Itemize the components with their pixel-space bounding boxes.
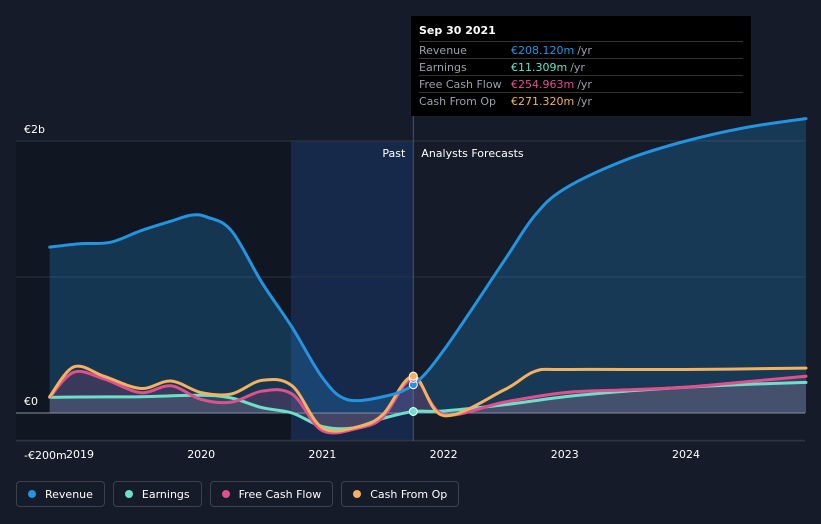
legend-dot-icon <box>353 490 362 498</box>
tooltip-row: Free Cash Flow €254.963m/yr <box>419 75 743 92</box>
y-tick-label: -€200m <box>24 449 67 462</box>
series-area-earnings <box>49 382 806 429</box>
x-tick-label: 2019 <box>66 448 94 461</box>
x-tick-label: 2022 <box>430 448 458 461</box>
legend-label: Cash From Op <box>370 487 448 501</box>
x-tick-label: 2020 <box>187 448 215 461</box>
series-area-revenue <box>49 118 806 413</box>
tooltip-row-name: Revenue <box>419 43 467 57</box>
series-line-cash-from-op <box>48 364 808 433</box>
tooltip-row-value: €208.120m <box>511 43 575 57</box>
y-tick-label: €0 <box>24 395 38 408</box>
past-label: Past <box>382 147 406 160</box>
tooltip-row: Revenue €208.120m/yr <box>419 41 743 58</box>
tooltip-row-name: Free Cash Flow <box>419 77 502 91</box>
tooltip-row-value: €11.309m <box>511 60 568 74</box>
y-tick-label: €2b <box>24 123 45 136</box>
legend-label: Revenue <box>45 487 93 501</box>
series-line-revenue <box>48 117 808 403</box>
legend-label: Earnings <box>141 487 190 501</box>
series-marker-earnings <box>408 407 418 417</box>
tooltip-date: Sep 30 2021 <box>419 24 496 37</box>
legend-label: Free Cash Flow <box>238 487 322 501</box>
tooltip-row-value: €254.963m <box>511 77 575 91</box>
tooltip-row-name: Cash From Op <box>419 94 497 108</box>
series-marker-cash-from-op <box>408 371 418 381</box>
tooltip-row-unit: /yr <box>570 60 585 74</box>
legend-item-earnings[interactable]: Earnings <box>112 481 202 507</box>
legend-dot-icon <box>221 490 230 498</box>
forecast-label: Analysts Forecasts <box>421 147 524 160</box>
tooltip-row-name: Earnings <box>419 60 467 74</box>
legend-item-free-cash-flow[interactable]: Free Cash Flow <box>209 481 334 507</box>
tooltip: Sep 30 2021 Revenue €208.120m/yr Earnings €… <box>411 16 751 116</box>
tooltip-row-unit: /yr <box>577 77 592 91</box>
legend-item-cash-from-op[interactable]: Cash From Op <box>341 481 460 507</box>
legend-dot-icon <box>28 490 36 498</box>
x-tick-label: 2024 <box>672 448 700 461</box>
tooltip-row: Earnings €11.309m/yr <box>419 58 743 75</box>
tooltip-row: Cash From Op €271.320m/yr <box>419 92 743 109</box>
series-area-free-cash-flow <box>49 371 806 434</box>
tooltip-row-value: €271.320m <box>511 94 575 108</box>
x-tick-label: 2021 <box>308 448 336 461</box>
legend-dot-icon <box>124 490 133 498</box>
legend-item-revenue[interactable]: Revenue <box>16 481 105 507</box>
x-tick-label: 2023 <box>551 448 579 461</box>
chart-area: €2b €0 -€200m 2019 2020 2021 2022 2023 2024 Past A… <box>16 16 808 462</box>
tooltip-row-unit: /yr <box>577 43 592 57</box>
highlight-band <box>290 141 414 441</box>
line-chart: €2b €0 -€200m 2019 2020 2021 2022 2023 2024 Past A… <box>16 16 808 462</box>
legend: Revenue Earnings Free Cash Flow Cash From O… <box>16 481 460 509</box>
tooltip-row-unit: /yr <box>577 94 592 108</box>
